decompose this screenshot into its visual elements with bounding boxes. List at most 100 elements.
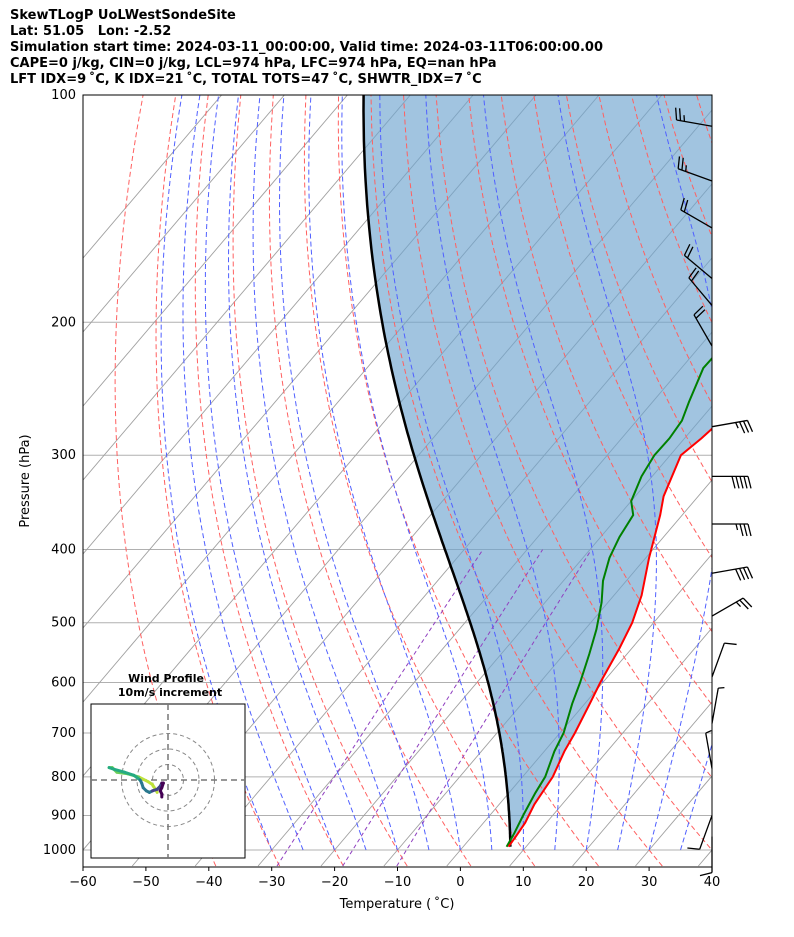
barb-shaft	[711, 687, 719, 724]
moist-adiabat-line	[182, 95, 304, 851]
wind-barb	[711, 419, 754, 434]
x-tick-label: 20	[578, 875, 595, 890]
wind-barb	[699, 836, 713, 877]
y-tick-label: 400	[51, 543, 76, 558]
barb-shaft	[680, 209, 713, 229]
location-line: Lat: 51.05 Lon: -2.52	[10, 24, 172, 39]
axes: Temperature ( ˚C) Pressure (hPa) 1002003…	[18, 88, 720, 912]
barb-shaft	[677, 168, 713, 182]
moist-adiabat-line	[425, 95, 560, 851]
x-tick-label: 40	[704, 875, 721, 890]
barb-flag	[693, 305, 704, 316]
dry-adiabat-line	[729, 95, 794, 866]
y-tick-label: 1000	[43, 843, 76, 858]
wind-barb	[711, 597, 753, 617]
barb-flag	[739, 476, 744, 489]
x-tick-label: −10	[384, 875, 411, 890]
series-layer	[362, 95, 712, 848]
isotherm-line	[83, 95, 474, 555]
barb-flag	[686, 246, 694, 259]
barb-flag	[688, 267, 697, 279]
chart-header: SkewTLogP UoLWestSondeSite Lat: 51.05 Lo…	[10, 8, 790, 88]
chart-title: SkewTLogP UoLWestSondeSite	[10, 8, 236, 23]
y-tick-label: 300	[51, 448, 76, 463]
barb-flag	[731, 476, 736, 489]
moist-adiabat-line	[483, 95, 604, 851]
x-tick-label: −30	[258, 875, 285, 890]
wind-barb	[677, 156, 713, 182]
barb-half-flag	[735, 523, 739, 531]
isotherm-line	[572, 701, 712, 867]
moist-adiabat-line	[204, 95, 336, 851]
mixing-ratio-line	[276, 549, 484, 867]
barb-shaft	[711, 566, 748, 574]
barb-shaft	[699, 815, 713, 850]
x-tick-label: −20	[321, 875, 348, 890]
y-tick-label: 100	[51, 88, 76, 103]
mixing-ratio-line	[342, 549, 544, 867]
x-axis-label: Temperature ( ˚C)	[339, 896, 455, 912]
cape-shading	[363, 95, 712, 847]
hodograph-segment	[123, 770, 136, 777]
time-line: Simulation start time: 2024-03-11_00:00:…	[10, 40, 603, 55]
moist-adiabat-line	[711, 848, 712, 850]
barb-flag	[743, 523, 748, 537]
barb-shaft	[693, 314, 713, 347]
moist-adiabat-line	[648, 95, 712, 851]
temperature-line	[507, 427, 712, 848]
wind-barb	[705, 729, 713, 769]
y-tick-label: 900	[51, 808, 76, 823]
dry-adiabat-line	[194, 95, 344, 867]
barb-flag	[678, 108, 682, 121]
barb-shaft	[711, 597, 744, 617]
barb-flag	[743, 476, 748, 489]
dry-adiabat-line	[403, 95, 712, 851]
hodograph-ring	[136, 748, 200, 812]
isotherm-line	[83, 95, 285, 333]
wind-barb	[683, 243, 713, 279]
x-tick-label: 10	[515, 875, 532, 890]
wind-barbs	[675, 107, 754, 877]
barb-flag	[742, 567, 750, 580]
barb-flag	[739, 599, 749, 610]
hodograph-subtitle: 10m/s increment	[118, 686, 222, 699]
barb-flag	[738, 421, 746, 434]
dry-adiabat-line	[435, 95, 712, 779]
barb-flag	[681, 157, 684, 171]
barb-shaft	[711, 642, 725, 678]
wind-barb	[680, 197, 713, 229]
wind-barb	[712, 523, 752, 537]
parcel-profile-line	[362, 95, 512, 847]
barb-flag	[683, 199, 689, 213]
hodograph: Wind Profile 10m/s increment	[90, 672, 246, 859]
barb-half-flag	[735, 601, 742, 607]
dry-adiabat-line	[268, 95, 472, 867]
y-axis-label: Pressure (hPa)	[18, 434, 33, 527]
barb-flag	[677, 156, 681, 169]
barb-shaft	[711, 419, 748, 428]
barb-half-flag	[705, 729, 712, 734]
wind-barb	[687, 815, 713, 850]
wind-barb	[711, 566, 754, 581]
dry-adiabat-line	[468, 95, 712, 706]
barb-shaft	[705, 732, 713, 769]
barb-shaft	[676, 119, 713, 127]
moist-adiabat-line	[278, 95, 430, 851]
barb-flag	[695, 309, 706, 319]
y-tick-label: 600	[51, 676, 76, 691]
barb-shaft	[684, 254, 713, 279]
wind-barb	[688, 267, 713, 306]
barb-flag	[739, 523, 744, 537]
moist-adiabat-line	[160, 95, 273, 851]
barb-half-flag	[735, 422, 739, 429]
barb-flag	[680, 197, 685, 211]
barb-flag	[735, 476, 740, 489]
dry-adiabat-line	[565, 95, 712, 483]
x-tick-label: −40	[195, 875, 222, 890]
hodograph-plot	[91, 704, 245, 858]
barb-flag	[746, 566, 754, 579]
dry-adiabat-line	[500, 95, 712, 633]
cape-region	[363, 95, 712, 847]
barb-flag	[747, 523, 752, 537]
